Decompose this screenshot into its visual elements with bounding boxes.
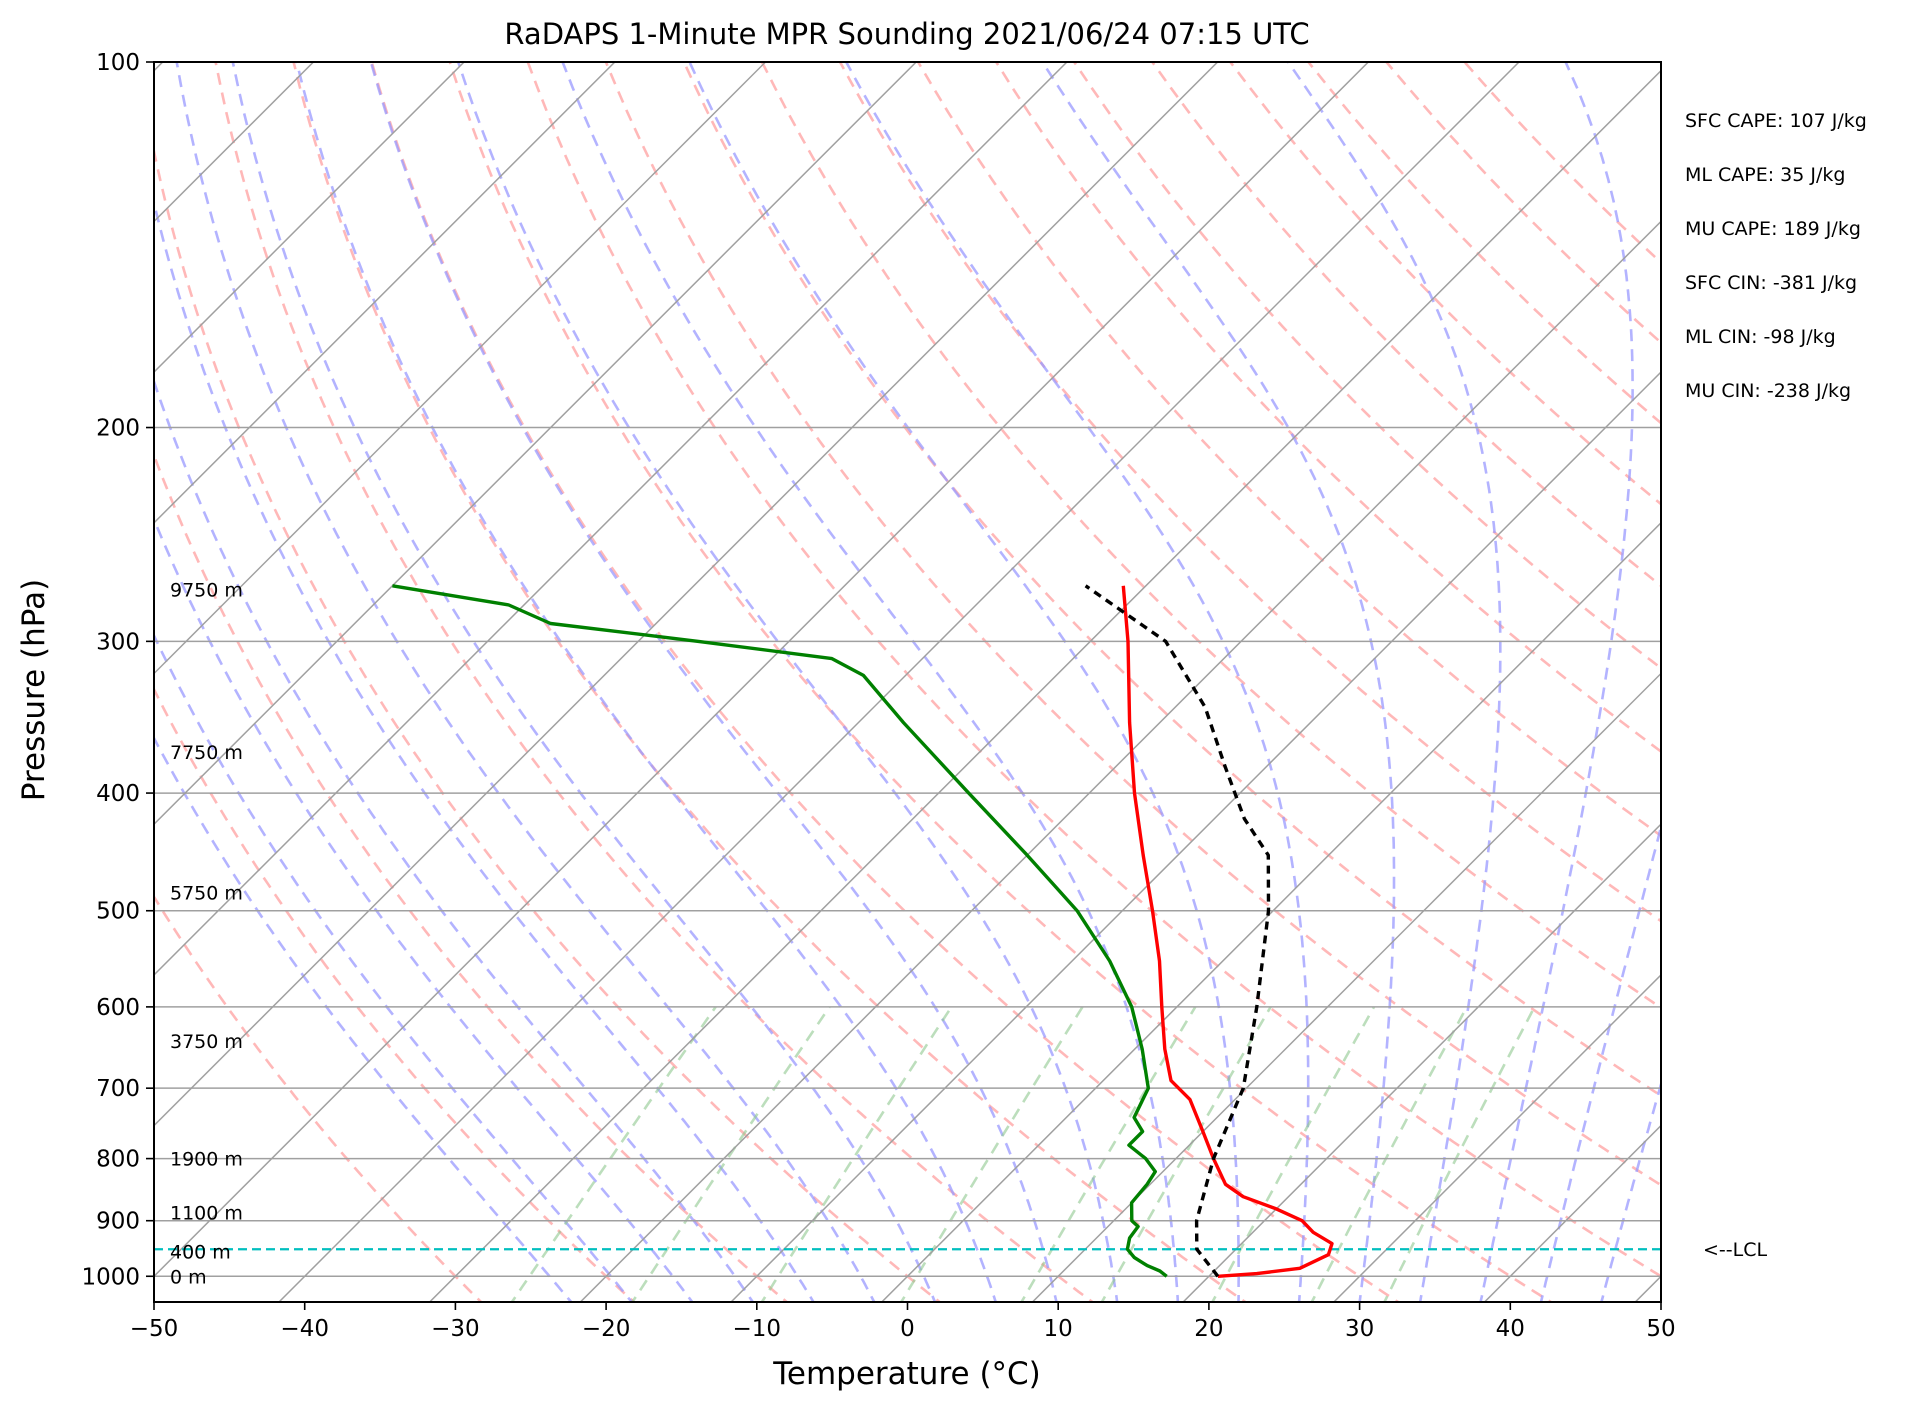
isotherm-line xyxy=(428,69,1661,1302)
y-tick-label: 200 xyxy=(96,416,140,442)
dry-adiabat xyxy=(154,686,636,1302)
isotherm-line xyxy=(1182,823,1661,1302)
x-tick-label: −50 xyxy=(130,1316,179,1342)
x-tick-label: 10 xyxy=(1044,1316,1073,1342)
height-label: 5750 m xyxy=(170,883,243,905)
isotherm-line xyxy=(154,62,1068,976)
sfc-cape-text: SFC CAPE: 107 J/kg xyxy=(1685,110,1867,132)
height-label: 0 m xyxy=(170,1266,207,1288)
moist-adiabat xyxy=(295,62,998,1302)
isotherm-line xyxy=(880,521,1661,1302)
y-tick-label: 900 xyxy=(96,1209,140,1235)
mixing-ratio-line xyxy=(630,1006,831,1302)
isotherm-line xyxy=(154,62,767,675)
height-label: 1900 m xyxy=(170,1149,243,1171)
x-tick-label: −30 xyxy=(431,1316,480,1342)
dry-adiabat xyxy=(370,62,1401,1302)
x-tick-label: 40 xyxy=(1496,1316,1525,1342)
dry-adiabat xyxy=(292,62,1248,1302)
moist-adiabat xyxy=(154,377,755,1302)
mixing-ratio-line xyxy=(1210,1006,1376,1302)
dry-adiabat xyxy=(994,62,1661,754)
isotherm-line xyxy=(154,62,1370,1278)
moist-adiabat xyxy=(175,62,876,1302)
x-axis-ticks: −50 −40 −30 −20 −10 0 10 20 30 40 50 xyxy=(130,1302,1676,1342)
mu-cin-text: MU CIN: -238 J/kg xyxy=(1685,380,1852,402)
x-axis-label: Temperature (°C) xyxy=(772,1356,1041,1392)
background-lines xyxy=(154,62,1661,1302)
dry-adiabat xyxy=(448,62,1554,1302)
isotherm-line xyxy=(579,220,1661,1302)
isotherm-line xyxy=(277,62,1521,1302)
moist-adiabat xyxy=(154,735,573,1302)
x-tick-label: 20 xyxy=(1194,1316,1223,1342)
height-label: 7750 m xyxy=(170,742,243,764)
y-axis-ticks: 100 200 300 400 500 600 700 800 900 1000 xyxy=(81,50,154,1290)
y-axis-label: Pressure (hPa) xyxy=(16,579,52,801)
isotherm-line xyxy=(154,62,616,524)
y-tick-label: 500 xyxy=(96,899,140,925)
x-tick-label: −10 xyxy=(733,1316,782,1342)
moist-adiabat xyxy=(1041,62,1396,1302)
isotherm-line xyxy=(154,62,918,826)
moist-adiabat xyxy=(154,632,634,1302)
grid-lines xyxy=(154,62,1661,1302)
height-label: 1100 m xyxy=(170,1202,243,1224)
mixing-ratio-line xyxy=(1019,1006,1197,1302)
chart-title: RaDAPS 1-Minute MPR Sounding 2021/06/24 … xyxy=(504,17,1309,51)
x-tick-label: 50 xyxy=(1646,1316,1675,1342)
parcel-profile xyxy=(1084,584,1271,1278)
height-labels: 9750 m 7750 m 5750 m 3750 m 1900 m 1100 m 400 … xyxy=(170,580,243,1289)
dewpoint-profile xyxy=(392,584,1168,1278)
temperature-profile xyxy=(1121,585,1334,1278)
height-label: 400 m xyxy=(170,1241,231,1263)
y-tick-label: 100 xyxy=(96,50,140,76)
moist-adiabat xyxy=(1479,62,1634,1302)
isotherm-line xyxy=(1332,973,1661,1302)
dry-adiabat xyxy=(604,62,1661,1187)
ml-cin-text: ML CIN: -98 J/kg xyxy=(1685,326,1836,348)
mixing-ratio-line xyxy=(510,1006,717,1302)
moist-adiabat xyxy=(1539,821,1661,1302)
mixing-ratio-line xyxy=(1382,1006,1536,1302)
x-tick-label: 0 xyxy=(900,1316,915,1342)
mixing-ratio-line xyxy=(1100,1006,1272,1302)
moist-adiabat xyxy=(231,62,937,1302)
x-tick-label: −40 xyxy=(280,1316,329,1342)
isotherm-line xyxy=(154,62,466,374)
y-tick-label: 600 xyxy=(96,995,140,1021)
dry-adiabat xyxy=(838,62,1661,923)
moist-adiabat xyxy=(1287,62,1502,1302)
y-tick-label: 300 xyxy=(96,629,140,655)
y-tick-label: 800 xyxy=(96,1147,140,1173)
mu-cape-text: MU CAPE: 189 J/kg xyxy=(1685,218,1861,240)
sfc-cin-text: SFC CIN: -381 J/kg xyxy=(1685,272,1858,294)
plot-frame xyxy=(153,61,1662,1303)
moist-adiabat xyxy=(154,516,694,1302)
dry-adiabat xyxy=(760,62,1661,1010)
mixing-ratio-line xyxy=(760,1006,953,1302)
dry-adiabat xyxy=(916,62,1661,838)
y-tick-label: 1000 xyxy=(81,1264,140,1290)
y-tick-label: 400 xyxy=(96,781,140,807)
dry-adiabat xyxy=(214,62,1095,1302)
x-tick-label: 30 xyxy=(1345,1316,1374,1342)
isotherm-line xyxy=(1031,672,1661,1302)
ml-cape-text: ML CAPE: 35 J/kg xyxy=(1685,164,1846,186)
height-label: 3750 m xyxy=(170,1031,243,1053)
y-tick-label: 700 xyxy=(96,1076,140,1102)
height-label: 9750 m xyxy=(170,580,243,602)
mixing-ratio-line xyxy=(899,1006,1084,1302)
lcl-label: <--LCL xyxy=(1703,1239,1767,1261)
series-group xyxy=(154,584,1661,1278)
x-tick-label: −20 xyxy=(582,1316,631,1342)
isotherm-line xyxy=(730,371,1661,1302)
mixing-ratio-line xyxy=(1310,1006,1468,1302)
moist-adiabat xyxy=(154,197,816,1302)
isotherm-line xyxy=(154,62,1219,1127)
dry-adiabat xyxy=(682,62,1661,1098)
dry-adiabat xyxy=(526,62,1661,1278)
